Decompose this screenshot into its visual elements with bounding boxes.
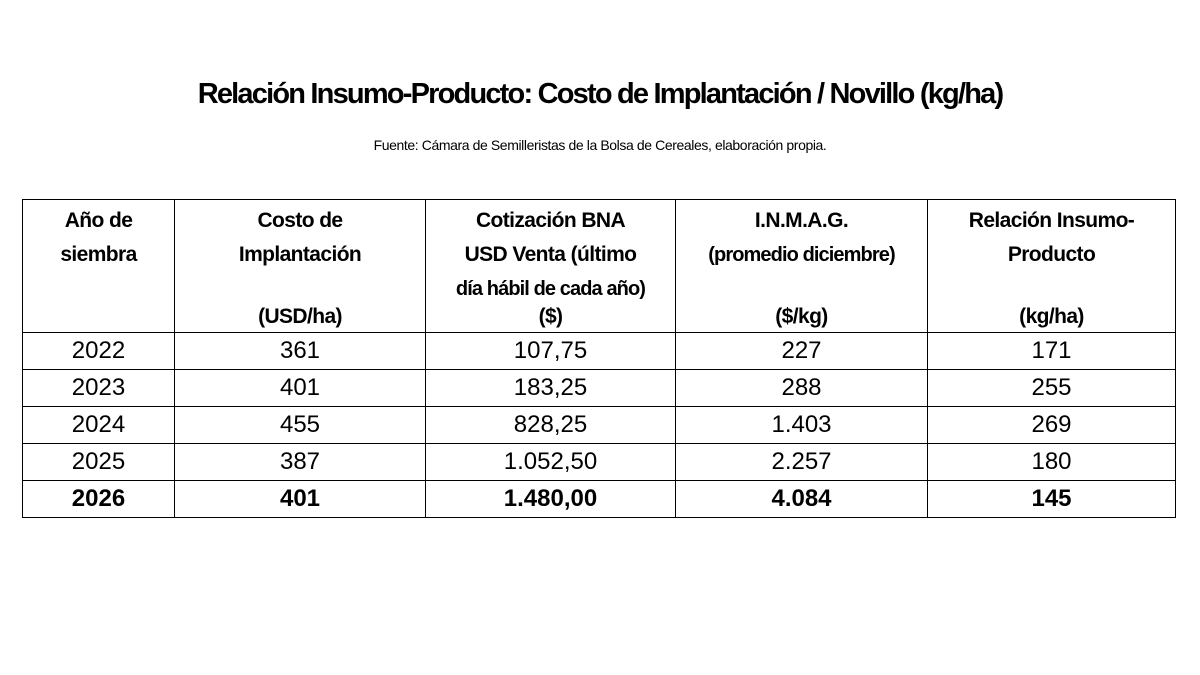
header-ratio: Relación Insumo- Producto (kg/ha) [927,199,1176,333]
cell-ratio: 171 [927,332,1176,370]
cell-usd: 828,25 [425,406,676,444]
header-ratio-unit: (kg/ha) [1019,305,1084,328]
cell-year: 2023 [22,369,175,407]
header-usd-line3: día hábil de cada año) [455,278,646,300]
cell-ratio: 269 [927,406,1176,444]
header-usd-line1: Cotización BNA [475,209,626,232]
header-year: Año de siembra [22,199,175,333]
header-year-line2: siembra [60,243,137,266]
header-inmag-line2: (promedio diciembre) [708,244,895,266]
cell-ratio: 145 [927,480,1176,518]
header-inmag-unit: ($/kg) [775,305,828,328]
cell-usd: 1.480,00 [425,480,676,518]
cell-usd: 183,25 [425,369,676,407]
cell-year: 2024 [22,406,175,444]
cell-inmag: 1.403 [675,406,928,444]
source-note: Fuente: Cámara de Semilleristas de la Bo… [373,137,827,153]
header-year-line1: Año de [64,209,133,232]
data-table: Año de siembra Costo de Implantación (US… [22,199,1176,518]
cell-inmag: 227 [675,332,928,370]
header-ratio-line1: Relación Insumo- [968,209,1135,232]
header-row: Año de siembra Costo de Implantación (US… [22,199,1176,333]
header-ratio-line2: Producto [1007,243,1096,266]
header-usd-unit: ($) [538,305,563,328]
header-usd-line2: USD Venta (último [464,243,637,266]
table-row: 2022 361 107,75 227 171 [22,332,1176,370]
header-inmag-line1: I.N.M.A.G. [754,209,849,232]
header-usd: Cotización BNA USD Venta (último día háb… [425,199,676,333]
cell-year: 2026 [22,480,175,518]
cell-cost: 401 [174,480,426,518]
cell-usd: 1.052,50 [425,443,676,481]
cell-inmag: 2.257 [675,443,928,481]
header-cost-unit: (USD/ha) [258,305,342,328]
cell-year: 2025 [22,443,175,481]
cell-usd: 107,75 [425,332,676,370]
cell-ratio: 180 [927,443,1176,481]
table-row-highlight: 2026 401 1.480,00 4.084 145 [22,480,1176,518]
page-title: Relación Insumo-Producto: Costo de Impla… [197,78,1004,110]
cell-cost: 361 [174,332,426,370]
cell-cost: 401 [174,369,426,407]
header-inmag: I.N.M.A.G. (promedio diciembre) ($/kg) [675,199,928,333]
cell-year: 2022 [22,332,175,370]
cell-cost: 455 [174,406,426,444]
header-cost: Costo de Implantación (USD/ha) [174,199,426,333]
cell-cost: 387 [174,443,426,481]
table-row: 2024 455 828,25 1.403 269 [22,406,1176,444]
cell-inmag: 288 [675,369,928,407]
header-cost-line2: Implantación [238,243,362,266]
cell-ratio: 255 [927,369,1176,407]
cell-inmag: 4.084 [675,480,928,518]
header-cost-line1: Costo de [257,209,343,232]
table-row: 2023 401 183,25 288 255 [22,369,1176,407]
table-row: 2025 387 1.052,50 2.257 180 [22,443,1176,481]
